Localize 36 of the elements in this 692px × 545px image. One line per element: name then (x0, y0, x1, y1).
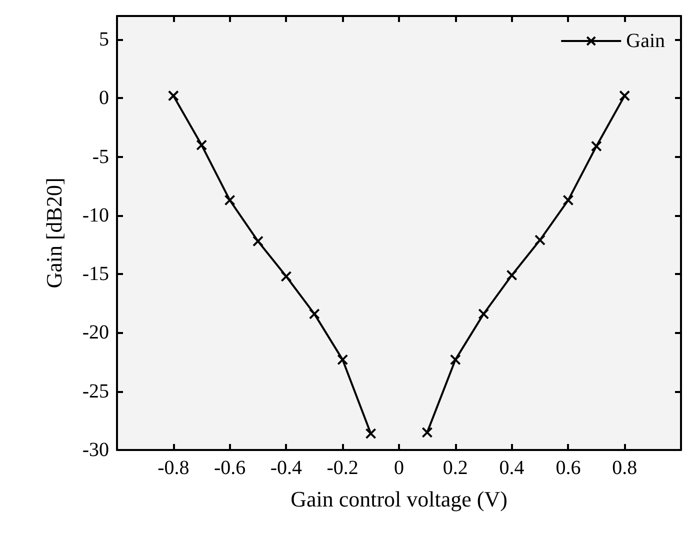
x-tick-label: 0.4 (499, 457, 524, 479)
x-tick-label: -0.8 (158, 457, 190, 479)
y-tick-label: -15 (82, 263, 109, 286)
x-tick-label: 0.2 (442, 457, 468, 479)
point (422, 426, 433, 438)
point (478, 308, 490, 320)
point (224, 194, 236, 206)
y-tick-label: 0 (99, 87, 109, 110)
point (252, 236, 264, 247)
point (168, 90, 179, 102)
y-tick-label: -25 (82, 380, 109, 402)
legend-label: Gain (626, 30, 666, 52)
point (450, 354, 461, 366)
x-tick-label: -0.4 (270, 457, 302, 479)
x-tick-label: -0.2 (326, 457, 358, 479)
x-tick-label: 0.8 (612, 457, 638, 479)
point (534, 234, 546, 246)
y-tick-label: -5 (92, 146, 109, 168)
y-axis-title: Gain [dB20] (42, 178, 66, 288)
point (506, 270, 518, 281)
y-tick-label: -10 (82, 204, 109, 226)
x-axis-title: Gain control voltage (V) (290, 486, 508, 512)
y-tick-label: -20 (82, 322, 109, 344)
x-tick-label: 0 (394, 457, 404, 479)
point (280, 270, 292, 282)
point (196, 140, 208, 151)
point (308, 308, 320, 320)
point (562, 194, 574, 206)
x-tick-label: 0.6 (556, 457, 581, 479)
point (337, 354, 348, 366)
point (365, 428, 376, 440)
y-tick-label: -30 (82, 439, 109, 461)
x-tick-label: -0.6 (214, 457, 246, 479)
point (590, 140, 602, 152)
point (619, 90, 630, 102)
y-tick-label: 5 (99, 28, 109, 50)
